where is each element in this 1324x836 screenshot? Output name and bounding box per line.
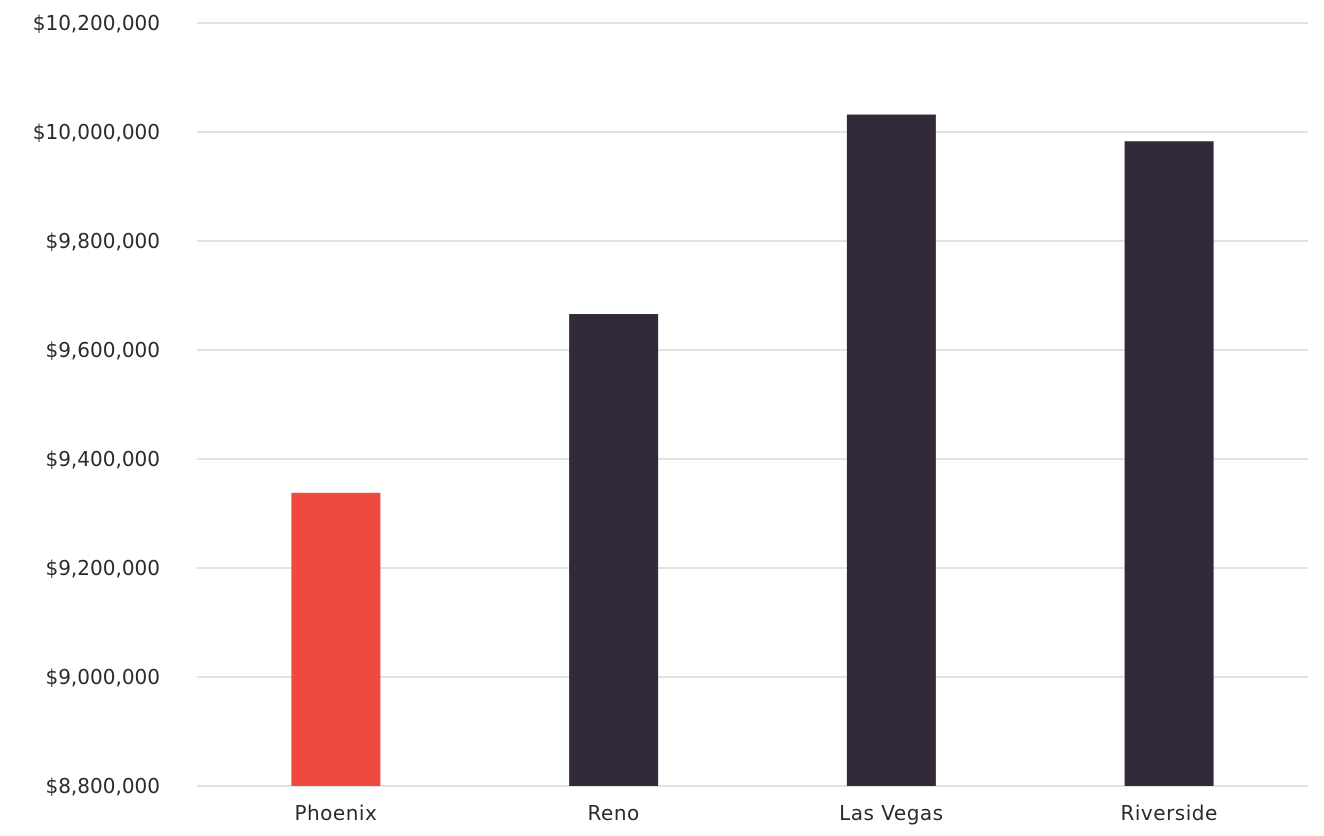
y-tick-label: $9,800,000	[45, 229, 160, 253]
y-tick-label: $9,400,000	[45, 447, 160, 471]
y-tick-label: $10,200,000	[33, 11, 160, 35]
x-category-label: Phoenix	[294, 801, 377, 825]
x-axis-category-labels: Phoenix Reno Las Vegas Riverside	[294, 801, 1217, 825]
bar-reno	[569, 314, 659, 786]
y-tick-label: $9,600,000	[45, 338, 160, 362]
y-axis-tick-labels: $10,200,000 $10,000,000 $9,800,000 $9,600,0…	[33, 11, 160, 798]
y-tick-label: $9,000,000	[45, 665, 160, 689]
x-category-label: Reno	[588, 801, 640, 825]
bars	[291, 114, 1214, 786]
gridlines	[197, 22, 1308, 787]
x-category-label: Las Vegas	[839, 801, 943, 825]
bar-las-vegas	[846, 114, 936, 786]
bar-riverside	[1124, 141, 1214, 786]
y-tick-label: $9,200,000	[45, 556, 160, 580]
bar-phoenix	[291, 492, 381, 786]
y-tick-label: $10,000,000	[33, 120, 160, 144]
y-tick-label: $8,800,000	[45, 774, 160, 798]
x-category-label: Riverside	[1120, 801, 1217, 825]
